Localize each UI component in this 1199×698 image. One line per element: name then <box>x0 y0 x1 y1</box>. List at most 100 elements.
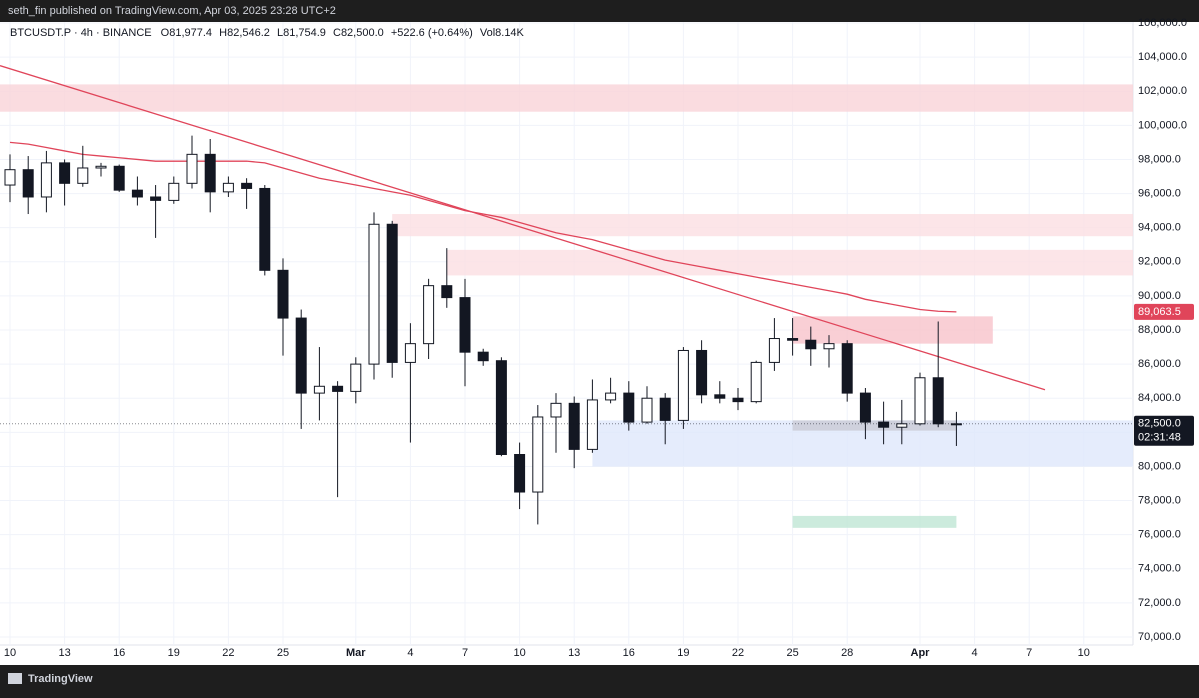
x-tick-label: Apr <box>911 647 931 659</box>
candle-body <box>932 377 944 425</box>
candle-body <box>441 285 453 299</box>
x-tick-label: 7 <box>462 647 468 659</box>
candle-body <box>459 297 471 353</box>
y-tick-label: 74,000.0 <box>1138 563 1181 575</box>
y-tick-label: 84,000.0 <box>1138 392 1181 404</box>
y-tick-label: 86,000.0 <box>1138 358 1181 370</box>
y-tick-label: 70,000.0 <box>1138 631 1181 643</box>
candle-body <box>623 392 635 423</box>
candle-body <box>659 397 671 421</box>
x-tick-label: 25 <box>277 647 289 659</box>
candle-body <box>59 162 71 184</box>
candle-body <box>550 402 562 418</box>
x-tick-label: 25 <box>786 647 798 659</box>
zone <box>0 84 1133 112</box>
candle-body <box>168 182 180 201</box>
moving-average <box>9 141 957 313</box>
x-tick-label: 22 <box>222 647 234 659</box>
plot <box>0 22 1133 645</box>
ma-price-label: 89,063.5 <box>1138 306 1181 318</box>
candle-body <box>914 377 926 425</box>
candle-body <box>150 196 162 201</box>
x-tick-label: 19 <box>168 647 180 659</box>
candle-body <box>787 338 799 341</box>
x-tick-label: 13 <box>568 647 580 659</box>
candle-body <box>568 402 580 450</box>
candle-body <box>404 343 416 363</box>
x-tick-label: 28 <box>841 647 853 659</box>
candle-body <box>4 169 16 186</box>
candle-body <box>495 360 507 456</box>
candle-body <box>878 421 890 428</box>
candle-body <box>950 423 962 426</box>
candle-body <box>277 269 289 319</box>
candle-body <box>532 416 544 493</box>
legend-change: +522.6 (+0.64%) <box>391 27 473 39</box>
candle-body <box>823 343 835 350</box>
y-tick-label: 94,000.0 <box>1138 222 1181 234</box>
y-tick-label: 104,000.0 <box>1138 51 1187 63</box>
candle-body <box>350 363 362 392</box>
legend-value: 82,500.0 <box>341 27 384 39</box>
legend-value: 81,754.9 <box>283 27 326 39</box>
candle-body <box>77 167 89 184</box>
symbol: BTCUSDT.P · 4h · BINANCE <box>10 27 152 39</box>
y-tick-label: 78,000.0 <box>1138 494 1181 506</box>
legend-label: C <box>333 27 341 39</box>
candle-body <box>22 169 34 198</box>
legend-value: 82,546.2 <box>227 27 270 39</box>
chart-area <box>0 22 1199 665</box>
trendline <box>0 65 1046 391</box>
candle-body <box>641 397 653 423</box>
y-tick-label: 92,000.0 <box>1138 256 1181 268</box>
x-tick-label: Mar <box>346 647 366 659</box>
candle-body <box>423 285 435 345</box>
legend-value: 8.14K <box>495 27 524 39</box>
candle-body <box>186 153 198 184</box>
countdown: 02:31:48 <box>1138 432 1181 444</box>
candle-body <box>732 397 744 403</box>
x-tick-label: 4 <box>972 647 978 659</box>
x-tick-label: 10 <box>1078 647 1090 659</box>
candle-body <box>477 351 489 362</box>
zone <box>446 249 1133 276</box>
x-tick-label: 19 <box>677 647 689 659</box>
candle-body <box>696 349 708 396</box>
byline: seth_fin published on TradingView.com, A… <box>8 5 336 17</box>
candle-body <box>605 392 617 401</box>
chart-title: BTCUSDT.P · 4h · BINANCE O81,977.4 H82,5… <box>10 27 525 39</box>
candle-body <box>805 339 817 350</box>
y-tick-label: 100,000.0 <box>1138 119 1187 131</box>
zone <box>792 316 993 344</box>
y-tick-label: 98,000.0 <box>1138 153 1181 165</box>
legend-label: L <box>277 27 283 39</box>
y-tick-label: 96,000.0 <box>1138 187 1181 199</box>
x-tick-label: 10 <box>513 647 525 659</box>
footer: TradingView <box>28 673 93 685</box>
candle-body <box>768 338 780 363</box>
candle-body <box>368 223 380 365</box>
y-tick-label: 102,000.0 <box>1138 85 1187 97</box>
candle-body <box>241 182 253 189</box>
candle-body <box>113 165 125 191</box>
candle-body <box>204 153 216 193</box>
candle-body <box>131 189 143 198</box>
candle-body <box>313 385 325 394</box>
legend-label: O <box>161 27 170 39</box>
x-tick-label: 16 <box>623 647 635 659</box>
x-tick-label: 7 <box>1026 647 1032 659</box>
y-tick-label: 72,000.0 <box>1138 597 1181 609</box>
x-tick-label: 4 <box>407 647 413 659</box>
candle-body <box>222 182 234 193</box>
candle-body <box>841 343 853 394</box>
candle-body <box>386 223 398 363</box>
y-tick-label: 106,000.0 <box>1138 17 1187 29</box>
x-tick-label: 16 <box>113 647 125 659</box>
x-tick-label: 10 <box>4 647 16 659</box>
last-price-tag <box>1134 415 1194 446</box>
zone <box>792 515 957 528</box>
last-price-label: 82,500.0 <box>1138 418 1181 430</box>
x-tick-label: 13 <box>58 647 70 659</box>
y-tick-label: 76,000.0 <box>1138 529 1181 541</box>
